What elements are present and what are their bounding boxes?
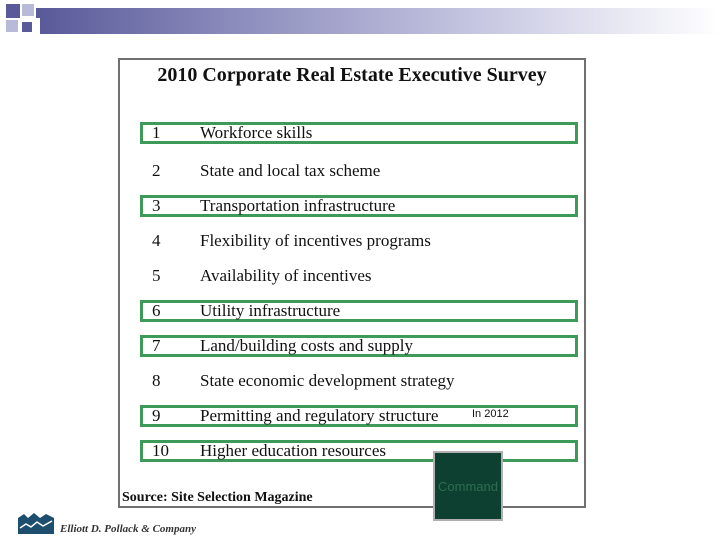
source-citation: Source: Site Selection Magazine bbox=[122, 490, 313, 505]
decor-square bbox=[6, 20, 18, 32]
survey-table: 2010 Corporate Real Estate Executive Sur… bbox=[118, 58, 586, 508]
decor-square bbox=[22, 22, 32, 32]
rank-number: 2 bbox=[152, 161, 161, 180]
rank-number: 4 bbox=[152, 231, 161, 250]
list-item: 4 Flexibility of incentives programs bbox=[140, 230, 578, 252]
list-item: 1 Workforce skills bbox=[140, 122, 578, 144]
rank-text: Higher education resources bbox=[200, 441, 386, 460]
rank-number: 1 bbox=[152, 123, 161, 142]
rank-number: 9 bbox=[152, 406, 161, 425]
list-item: 2 State and local tax scheme bbox=[140, 160, 578, 182]
rank-text: Utility infrastructure bbox=[200, 301, 341, 320]
rank-number: 6 bbox=[152, 301, 161, 320]
command-button[interactable]: Command bbox=[433, 451, 503, 521]
header-bar bbox=[0, 0, 720, 48]
rank-number: 8 bbox=[152, 371, 161, 390]
list-item: 3 Transportation infrastructure bbox=[140, 195, 578, 217]
rank-text: Workforce skills bbox=[200, 123, 313, 142]
rank-text: Transportation infrastructure bbox=[200, 196, 396, 215]
rank-number: 7 bbox=[152, 336, 161, 355]
list-item: 5 Availability of incentives bbox=[140, 265, 578, 287]
rank-number: 10 bbox=[152, 441, 169, 460]
rank-text: State economic development strategy bbox=[200, 371, 455, 390]
list-item: 8 State economic development strategy bbox=[140, 370, 578, 392]
list-item: 9 Permitting and regulatory structure bbox=[140, 405, 578, 427]
list-item: 7 Land/building costs and supply bbox=[140, 335, 578, 357]
year-note: In 2012 bbox=[472, 408, 509, 420]
decor-square bbox=[22, 4, 34, 16]
company-logo-icon bbox=[18, 513, 54, 534]
rank-number: 3 bbox=[152, 196, 161, 215]
header-gradient bbox=[40, 8, 720, 34]
rank-text: Availability of incentives bbox=[200, 266, 372, 285]
decor-square bbox=[6, 4, 20, 18]
rank-text: State and local tax scheme bbox=[200, 161, 381, 180]
company-name: Elliott D. Pollack & Company bbox=[60, 523, 196, 535]
list-item: 10 Higher education resources bbox=[140, 440, 578, 462]
rank-text: Land/building costs and supply bbox=[200, 336, 413, 355]
rank-number: 5 bbox=[152, 266, 161, 285]
rank-text: Permitting and regulatory structure bbox=[200, 406, 439, 425]
list-item: 6 Utility infrastructure bbox=[140, 300, 578, 322]
survey-title: 2010 Corporate Real Estate Executive Sur… bbox=[157, 64, 547, 86]
rank-text: Flexibility of incentives programs bbox=[200, 231, 431, 250]
